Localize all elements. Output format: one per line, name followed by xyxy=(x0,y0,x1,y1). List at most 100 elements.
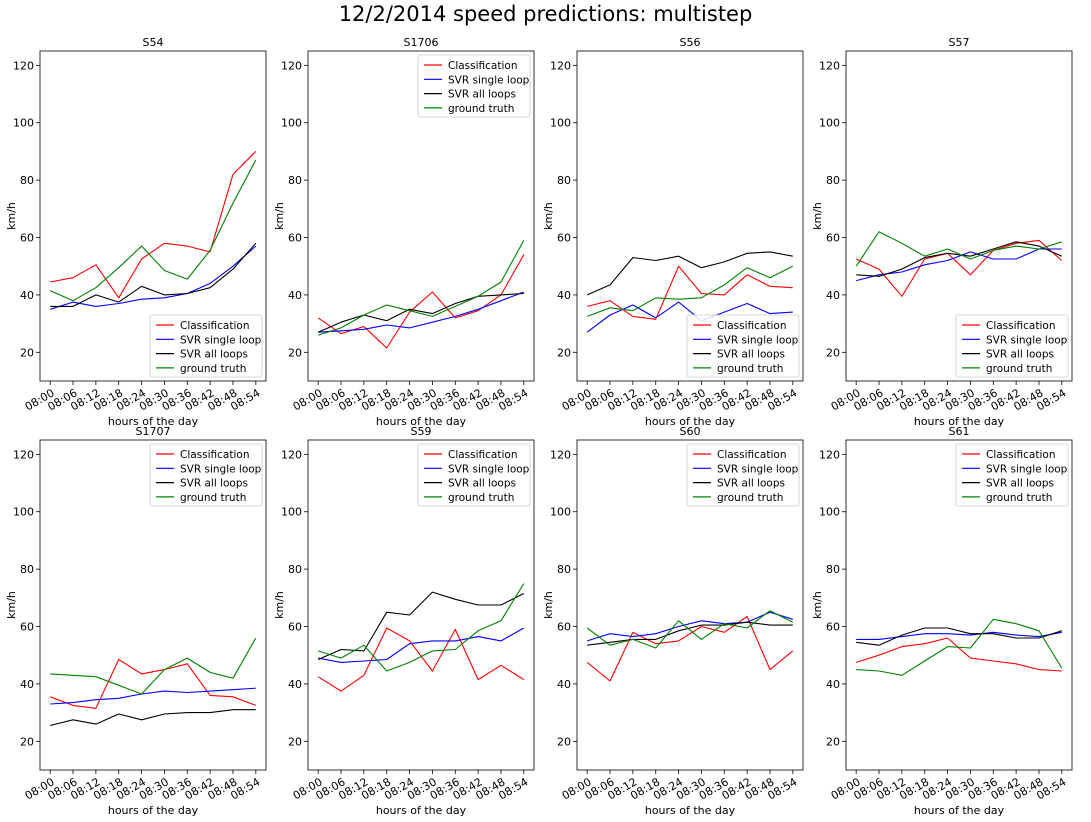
legend-entry: ground truth xyxy=(717,492,783,504)
plot-frame xyxy=(845,439,1073,771)
legend-entry: SVR all loops xyxy=(448,478,516,490)
y-tick-label: 40 xyxy=(557,289,571,302)
series-line-ground-truth xyxy=(50,637,257,695)
legend-entry: SVR all loops xyxy=(986,478,1054,490)
legend-entry: ground truth xyxy=(180,492,246,504)
y-tick-label: 60 xyxy=(288,621,302,634)
x-axis-label: hours of the day xyxy=(645,415,736,428)
legend-entry: SVR single loop xyxy=(717,463,799,475)
series-line-ground-truth xyxy=(318,240,525,336)
y-tick-label: 80 xyxy=(826,174,840,187)
y-tick-label: 40 xyxy=(288,678,302,691)
plot-frame xyxy=(307,50,535,382)
subplot-title: S1706 xyxy=(404,36,439,49)
series-line-svr-single-loop xyxy=(856,248,1062,282)
legend-entry: SVR single loop xyxy=(986,463,1068,475)
subplot-title: S59 xyxy=(411,425,432,438)
y-tick-label: 100 xyxy=(819,506,840,519)
legend-entry: Classification xyxy=(180,449,249,461)
series-line-ground-truth xyxy=(49,159,257,302)
legend-entry: SVR all loops xyxy=(717,349,785,361)
figure-title: 12/2/2014 speed predictions: multistep xyxy=(338,2,753,26)
series-line-classification xyxy=(586,615,794,682)
plot-frame xyxy=(845,50,1073,382)
y-tick-label: 120 xyxy=(281,59,302,72)
y-tick-label: 20 xyxy=(20,735,34,748)
legend-box xyxy=(686,443,800,507)
y-tick-label: 60 xyxy=(557,621,571,634)
subplot-s1707: S17072040608010012008:0008:0608:1208:180… xyxy=(5,425,267,817)
x-axis-label: hours of the day xyxy=(645,804,736,817)
series-line-ground-truth xyxy=(855,231,1062,267)
legend-entry: SVR single loop xyxy=(448,463,530,475)
series-line-ground-truth xyxy=(587,265,794,317)
legend-entry: SVR all loops xyxy=(717,478,785,490)
legend-entry: ground truth xyxy=(448,492,514,504)
series-line-svr-all-loops xyxy=(586,251,793,296)
series-line-classification xyxy=(317,254,525,349)
subplot-title: S57 xyxy=(949,36,970,49)
y-tick-label: 40 xyxy=(20,678,34,691)
legend: Classification SVR single loop SVR all loo… xyxy=(417,54,531,118)
series-line-ground-truth xyxy=(856,618,1063,676)
y-axis-label: km/h xyxy=(542,202,555,230)
legend: Classification SVR single loop SVR all loo… xyxy=(955,443,1069,507)
series-line-svr-single-loop xyxy=(318,627,525,663)
y-tick-label: 80 xyxy=(288,563,302,576)
x-axis-label: hours of the day xyxy=(108,804,199,817)
legend-box xyxy=(955,443,1069,507)
y-tick-label: 60 xyxy=(826,621,840,634)
legend: Classification SVR single loop SVR all loo… xyxy=(417,443,531,507)
legend-entry: ground truth xyxy=(180,363,246,375)
y-tick-label: 20 xyxy=(826,735,840,748)
y-tick-label: 40 xyxy=(826,289,840,302)
subplot-title: S1707 xyxy=(136,425,171,438)
subplot-s59: S592040608010012008:0008:0608:1208:1808:… xyxy=(273,425,535,817)
series-line-svr-single-loop xyxy=(587,611,793,642)
y-tick-label: 120 xyxy=(550,59,571,72)
y-tick-label: 60 xyxy=(288,232,302,245)
subplot-s54: S542040608010012008:0008:0608:1208:1808:… xyxy=(5,36,267,428)
y-tick-label: 60 xyxy=(20,232,34,245)
y-tick-label: 20 xyxy=(826,346,840,359)
y-tick-label: 40 xyxy=(20,289,34,302)
y-tick-label: 80 xyxy=(20,174,34,187)
legend-box xyxy=(149,443,263,507)
y-tick-label: 80 xyxy=(557,563,571,576)
y-axis-label: km/h xyxy=(811,591,824,619)
y-tick-label: 100 xyxy=(819,117,840,130)
y-tick-label: 80 xyxy=(288,174,302,187)
y-tick-label: 20 xyxy=(557,735,571,748)
legend-entry: ground truth xyxy=(717,363,783,375)
legend-entry: SVR all loops xyxy=(448,89,516,101)
y-tick-label: 120 xyxy=(819,448,840,461)
subplot-s57: S572040608010012008:0008:0608:1208:1808:… xyxy=(811,36,1073,428)
y-axis-label: km/h xyxy=(542,591,555,619)
legend-entry: Classification xyxy=(448,449,517,461)
legend: Classification SVR single loop SVR all loo… xyxy=(686,443,800,507)
y-tick-label: 20 xyxy=(557,346,571,359)
x-axis-label: hours of the day xyxy=(108,415,199,428)
legend: Classification SVR single loop SVR all loo… xyxy=(149,314,263,378)
y-tick-label: 20 xyxy=(20,346,34,359)
legend-entry: SVR single loop xyxy=(717,334,799,346)
series-line-classification xyxy=(50,658,256,709)
y-tick-label: 100 xyxy=(281,506,302,519)
legend: Classification SVR single loop SVR all loo… xyxy=(149,443,263,507)
legend-entry: Classification xyxy=(448,60,517,72)
y-tick-label: 120 xyxy=(550,448,571,461)
y-tick-label: 80 xyxy=(557,174,571,187)
legend-entry: SVR all loops xyxy=(986,349,1054,361)
legend-entry: SVR single loop xyxy=(448,74,530,86)
legend-box xyxy=(417,54,531,118)
x-axis-label: hours of the day xyxy=(914,415,1005,428)
y-tick-label: 100 xyxy=(550,117,571,130)
legend-entry: SVR single loop xyxy=(180,334,262,346)
y-tick-label: 120 xyxy=(819,59,840,72)
subplot-title: S56 xyxy=(680,36,701,49)
subplot-title: S61 xyxy=(949,425,970,438)
series-line-classification xyxy=(856,637,1062,672)
legend-box xyxy=(417,443,531,507)
legend-entry: Classification xyxy=(717,449,786,461)
